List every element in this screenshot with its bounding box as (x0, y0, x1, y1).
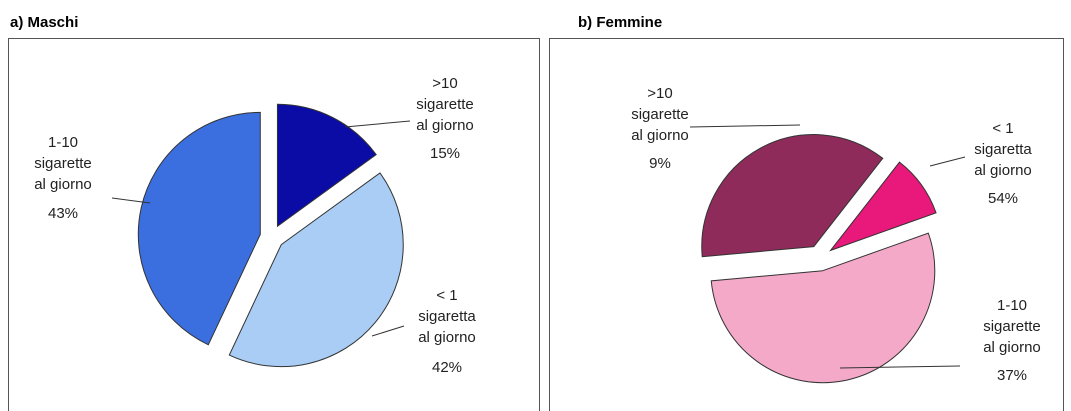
leader-line (929, 156, 966, 167)
leader-line (839, 365, 961, 369)
chart-title: a) Maschi (10, 14, 78, 31)
leader-line (344, 120, 411, 128)
slice-label: >10 sigarette al giorno (631, 85, 689, 144)
leader-line (689, 124, 801, 128)
slice-label: < 1 sigaretta al giorno (974, 120, 1032, 179)
slice-label: < 1 sigaretta al giorno (418, 287, 476, 346)
value-label: 9% (649, 155, 671, 172)
value-label: 54% (988, 190, 1018, 207)
pie-slice (701, 134, 884, 258)
pie-slice (228, 172, 404, 368)
pie-slice (710, 232, 936, 384)
pie-slice (829, 161, 937, 252)
pie-slice (276, 103, 377, 228)
slice-label: >10 sigarette al giorno (416, 75, 474, 134)
slice-label: 1-10 sigarette al giorno (34, 134, 92, 193)
value-label: 42% (432, 359, 462, 376)
value-label: 15% (430, 145, 460, 162)
leader-line (111, 197, 151, 204)
leader-line (371, 325, 405, 337)
value-label: 43% (48, 205, 78, 222)
chart-title: b) Femmine (578, 14, 662, 31)
pie-slice (137, 111, 261, 346)
slice-label: 1-10 sigarette al giorno (983, 297, 1041, 356)
value-label: 37% (997, 367, 1027, 384)
